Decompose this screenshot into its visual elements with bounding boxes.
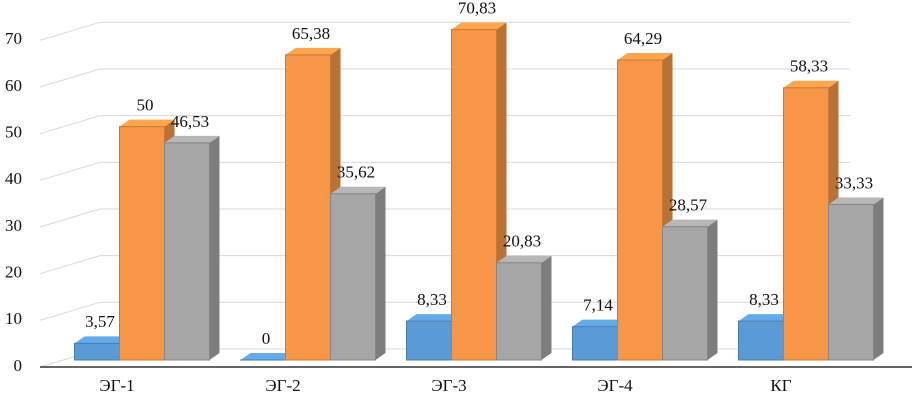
grid-line — [39, 301, 850, 321]
data-label: 46,53 — [171, 112, 209, 131]
y-tick-label: 20 — [5, 263, 22, 282]
bar — [119, 126, 165, 361]
bar — [285, 54, 331, 361]
bar-top — [240, 353, 296, 360]
grid-line — [39, 115, 850, 135]
x-tick-label: ЭГ-1 — [99, 376, 134, 395]
bar-top — [572, 319, 628, 327]
bar — [662, 226, 708, 361]
y-tick-label: 30 — [5, 216, 22, 235]
data-label: 58,33 — [790, 57, 828, 76]
data-label: 7,14 — [583, 296, 613, 315]
bar — [406, 320, 452, 361]
grid-line — [39, 255, 850, 275]
bar-side — [209, 135, 220, 360]
data-label: 65,38 — [292, 24, 330, 43]
x-tick-label: ЭГ-3 — [431, 376, 466, 395]
bar — [617, 59, 663, 361]
bar — [572, 326, 618, 361]
data-label: 35,62 — [337, 163, 375, 182]
bar-top — [164, 135, 220, 143]
x-tick-label: ЭГ-2 — [265, 376, 300, 395]
data-label: 8,33 — [417, 290, 447, 309]
data-label: 8,33 — [749, 290, 779, 309]
bar-side — [541, 255, 552, 360]
data-label: 28,57 — [669, 196, 708, 215]
bar-side — [873, 197, 884, 360]
bar — [451, 28, 497, 361]
bar-top — [330, 186, 386, 194]
bar-side — [707, 219, 718, 360]
grid-line — [39, 21, 850, 41]
y-tick-label: 10 — [5, 309, 22, 328]
bar-top — [74, 336, 130, 344]
bar — [496, 262, 542, 361]
data-label: 50 — [137, 96, 154, 115]
bar-side — [375, 186, 386, 360]
bar — [828, 203, 874, 361]
y-tick-label: 70 — [5, 29, 22, 48]
bar-top — [285, 47, 341, 55]
bar — [738, 320, 784, 361]
data-label: 20,83 — [503, 232, 541, 251]
data-label: 64,29 — [624, 29, 662, 48]
bar-top — [406, 314, 462, 322]
bar-top — [738, 314, 794, 322]
y-tick-label: 60 — [5, 76, 22, 95]
bar — [164, 142, 210, 361]
grid-line — [39, 161, 850, 181]
grid-line — [39, 208, 850, 228]
bar-top — [783, 80, 839, 88]
bar-top — [662, 219, 718, 227]
bar-top — [496, 255, 552, 263]
bar — [783, 87, 829, 361]
data-label: 3,57 — [85, 312, 115, 331]
x-tick-label: КГ — [770, 376, 791, 395]
data-label: 0 — [262, 329, 271, 348]
bar — [74, 342, 120, 361]
data-label: 70,83 — [458, 0, 496, 17]
bar — [330, 193, 376, 361]
bar-top — [828, 197, 884, 205]
bar-top — [451, 22, 507, 30]
bar-top — [119, 119, 175, 127]
y-tick-label: 0 — [14, 356, 23, 375]
y-tick-label: 40 — [5, 169, 22, 188]
grid-line — [39, 68, 850, 88]
data-label: 33,33 — [835, 173, 873, 192]
x-tick-label: ЭГ-4 — [597, 376, 633, 395]
bar-top — [617, 52, 673, 60]
y-tick-label: 50 — [5, 123, 22, 142]
